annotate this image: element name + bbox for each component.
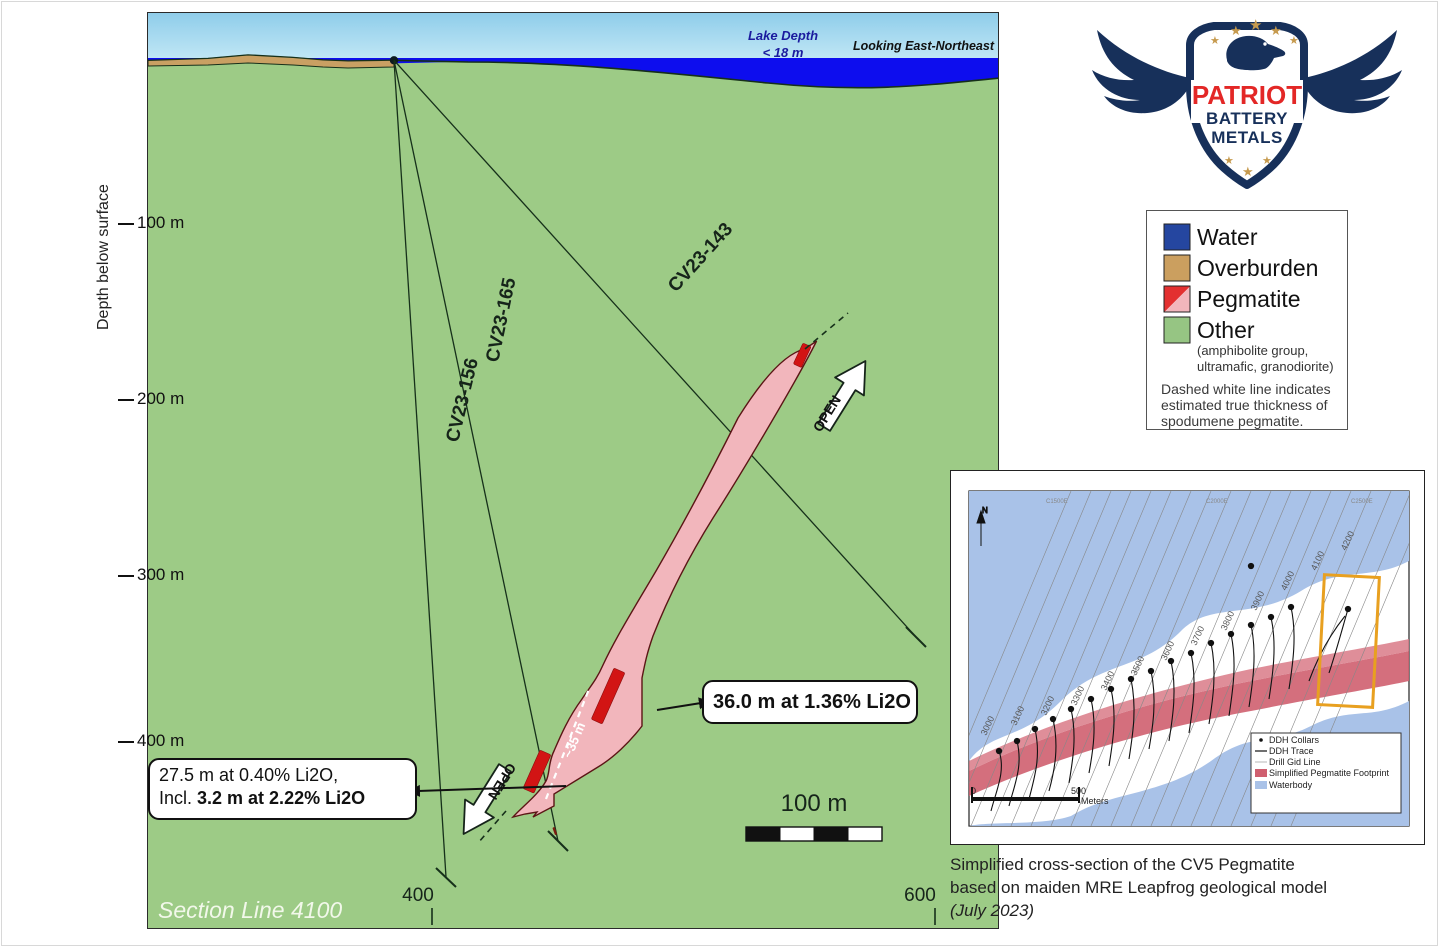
svg-text:100 m: 100 m bbox=[781, 790, 848, 817]
svg-text:27.5 m at 0.40% Li2O,: 27.5 m at 0.40% Li2O, bbox=[159, 765, 338, 785]
svg-text:Water: Water bbox=[1197, 224, 1258, 250]
svg-text:★: ★ bbox=[1262, 155, 1272, 167]
svg-text:400: 400 bbox=[402, 885, 434, 906]
svg-text:★: ★ bbox=[1210, 35, 1220, 47]
svg-text:★: ★ bbox=[1224, 155, 1234, 167]
svg-text:C1500E: C1500E bbox=[1046, 499, 1068, 505]
svg-text:PATRIOT: PATRIOT bbox=[1192, 80, 1302, 110]
svg-text:Simplified Pegmatite Footprint: Simplified Pegmatite Footprint bbox=[1269, 768, 1390, 778]
svg-text:Incl. 3.2 m at 2.22% Li2O: Incl. 3.2 m at 2.22% Li2O bbox=[159, 788, 365, 808]
svg-text:METALS: METALS bbox=[1211, 128, 1283, 147]
svg-text:spodumene pegmatite.: spodumene pegmatite. bbox=[1161, 413, 1303, 429]
svg-text:★: ★ bbox=[1242, 164, 1254, 179]
svg-text:★: ★ bbox=[1230, 23, 1242, 38]
svg-text:Section Line 4100: Section Line 4100 bbox=[158, 897, 342, 923]
svg-text:36.0 m at 1.36% Li2O: 36.0 m at 1.36% Li2O bbox=[713, 691, 911, 713]
svg-text:★: ★ bbox=[1270, 23, 1282, 38]
svg-text:BATTERY: BATTERY bbox=[1206, 109, 1288, 128]
svg-text:Overburden: Overburden bbox=[1197, 255, 1318, 281]
svg-text:600: 600 bbox=[904, 885, 936, 906]
svg-text:DDH Trace: DDH Trace bbox=[1269, 746, 1314, 756]
svg-text:(amphibolite group,: (amphibolite group, bbox=[1197, 343, 1308, 358]
svg-text:★: ★ bbox=[1249, 17, 1262, 34]
svg-text:Meters: Meters bbox=[1081, 796, 1109, 806]
svg-text:Pegmatite: Pegmatite bbox=[1197, 286, 1301, 312]
svg-text:C2500E: C2500E bbox=[1351, 499, 1373, 505]
svg-text:C2000E: C2000E bbox=[1206, 499, 1228, 505]
svg-text:Dashed white line indicates: Dashed white line indicates bbox=[1161, 381, 1331, 397]
svg-text:ultramafic, granodiorite): ultramafic, granodiorite) bbox=[1197, 359, 1334, 374]
svg-text:estimated true thickness of: estimated true thickness of bbox=[1161, 397, 1328, 413]
svg-text:★: ★ bbox=[1289, 35, 1299, 47]
svg-text:DDH Collars: DDH Collars bbox=[1269, 735, 1320, 745]
svg-text:Other: Other bbox=[1197, 317, 1255, 343]
svg-text:N: N bbox=[982, 506, 988, 515]
svg-text:Drill Gid Line: Drill Gid Line bbox=[1269, 757, 1321, 767]
svg-text:Waterbody: Waterbody bbox=[1269, 780, 1313, 790]
